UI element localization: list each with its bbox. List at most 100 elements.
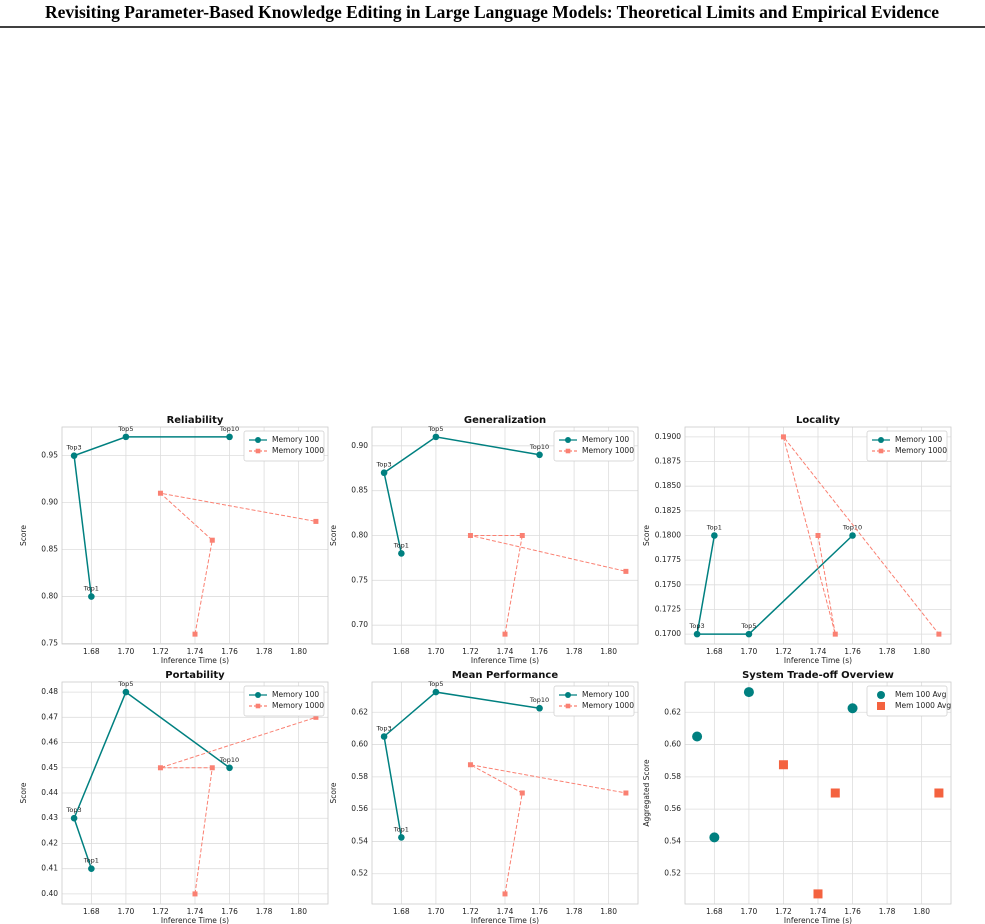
y-tick-label: 0.1875 xyxy=(655,457,681,466)
x-tick-label: 1.72 xyxy=(152,647,169,656)
axes-frame xyxy=(371,426,639,645)
legend-marker xyxy=(565,692,571,698)
data-point xyxy=(122,688,130,696)
x-tick-label: 1.78 xyxy=(566,907,583,916)
x-tick-label: 1.70 xyxy=(428,907,445,916)
legend-box xyxy=(866,685,948,717)
y-tick-label: 0.1775 xyxy=(655,555,681,564)
chart-title: Portability xyxy=(165,670,225,681)
x-tick-label: 1.80 xyxy=(913,907,930,916)
legend-marker xyxy=(255,448,261,454)
x-tick-label: 1.76 xyxy=(844,907,861,916)
point-label: Top5 xyxy=(427,425,443,433)
x-tick-label: 1.72 xyxy=(462,647,479,656)
data-point xyxy=(226,764,233,772)
legend-marker xyxy=(565,437,571,443)
y-tick-label: 0.75 xyxy=(41,639,58,648)
data-point xyxy=(693,630,701,638)
x-tick-label: 1.76 xyxy=(221,907,238,916)
x-tick-label: 1.68 xyxy=(706,907,723,916)
x-axis-label: Inference Time (s) xyxy=(471,916,539,924)
series-line xyxy=(696,534,854,635)
legend-label: Memory 100 xyxy=(582,435,629,444)
point-label: Top3 xyxy=(376,724,392,732)
data-point xyxy=(313,518,319,524)
x-tick-label: 1.76 xyxy=(844,647,861,656)
data-point xyxy=(934,788,944,798)
y-tick-label: 0.80 xyxy=(41,592,58,601)
chart-title: Generalization xyxy=(464,415,546,426)
data-point xyxy=(519,790,525,796)
legend-label: Memory 100 xyxy=(272,435,319,444)
x-tick-label: 1.70 xyxy=(428,647,445,656)
x-tick-label: 1.70 xyxy=(741,907,758,916)
y-tick-label: 0.54 xyxy=(351,836,368,845)
data-point xyxy=(467,533,473,538)
legend-marker xyxy=(255,703,261,709)
y-tick-label: 0.85 xyxy=(41,545,58,554)
x-tick-label: 1.74 xyxy=(497,647,514,656)
legend-label: Memory 1000 xyxy=(582,701,634,710)
data-point xyxy=(536,704,543,712)
data-point xyxy=(815,533,821,538)
legend-label: Memory 100 xyxy=(272,690,319,699)
axes-frame xyxy=(684,681,952,905)
y-tick-label: 0.41 xyxy=(41,864,58,873)
y-tick-label: 0.62 xyxy=(351,707,368,716)
x-tick-label: 1.68 xyxy=(393,907,410,916)
x-tick-label: 1.68 xyxy=(83,907,100,916)
x-tick-label: 1.78 xyxy=(879,907,896,916)
legend-marker xyxy=(565,703,571,709)
legend-label: Memory 1000 xyxy=(582,446,634,455)
data-point xyxy=(432,688,440,696)
data-point xyxy=(623,568,629,574)
legend-box xyxy=(553,430,635,462)
data-point xyxy=(743,687,754,698)
legend-label: Memory 1000 xyxy=(272,701,324,710)
y-axis-label: Score xyxy=(642,525,651,546)
series-line xyxy=(470,535,627,635)
x-axis-label: Inference Time (s) xyxy=(784,916,852,924)
x-tick-label: 1.74 xyxy=(187,647,204,656)
y-tick-label: 0.54 xyxy=(664,836,681,845)
point-label: Top5 xyxy=(740,622,756,630)
y-tick-label: 0.1825 xyxy=(655,506,681,515)
data-point xyxy=(519,533,525,538)
y-tick-label: 0.70 xyxy=(351,620,368,629)
y-axis-label: Aggregated Score xyxy=(642,759,651,827)
data-point xyxy=(398,834,405,841)
y-tick-label: 0.58 xyxy=(351,772,368,781)
series-line xyxy=(470,764,626,894)
y-tick-label: 0.80 xyxy=(351,531,368,540)
data-point xyxy=(209,765,215,771)
y-tick-label: 0.56 xyxy=(664,804,681,813)
legend-box xyxy=(866,430,948,462)
data-point xyxy=(502,891,508,897)
data-point xyxy=(122,433,130,441)
x-tick-label: 1.74 xyxy=(187,907,204,916)
x-tick-label: 1.68 xyxy=(83,647,100,656)
data-point xyxy=(70,814,78,822)
legend-marker xyxy=(878,448,884,454)
point-label: Top3 xyxy=(376,461,392,469)
x-tick-label: 1.72 xyxy=(775,907,792,916)
chart-title: Reliability xyxy=(167,415,224,426)
y-tick-label: 0.90 xyxy=(41,498,58,507)
legend-box xyxy=(243,430,325,462)
x-tick-label: 1.74 xyxy=(810,907,827,916)
data-point xyxy=(778,760,788,770)
point-label: Top10 xyxy=(529,696,549,704)
y-tick-label: 0.75 xyxy=(351,575,368,584)
y-tick-label: 0.58 xyxy=(664,772,681,781)
point-label: Top1 xyxy=(83,585,99,593)
x-tick-label: 1.68 xyxy=(393,647,410,656)
series-line xyxy=(73,436,230,597)
series-line xyxy=(782,436,940,635)
y-tick-label: 0.1850 xyxy=(655,481,681,490)
x-tick-label: 1.78 xyxy=(566,647,583,656)
legend-box xyxy=(553,685,635,717)
point-label: Top5 xyxy=(117,425,133,433)
data-point xyxy=(709,832,720,843)
x-tick-label: 1.72 xyxy=(775,647,792,656)
data-point xyxy=(745,630,753,638)
